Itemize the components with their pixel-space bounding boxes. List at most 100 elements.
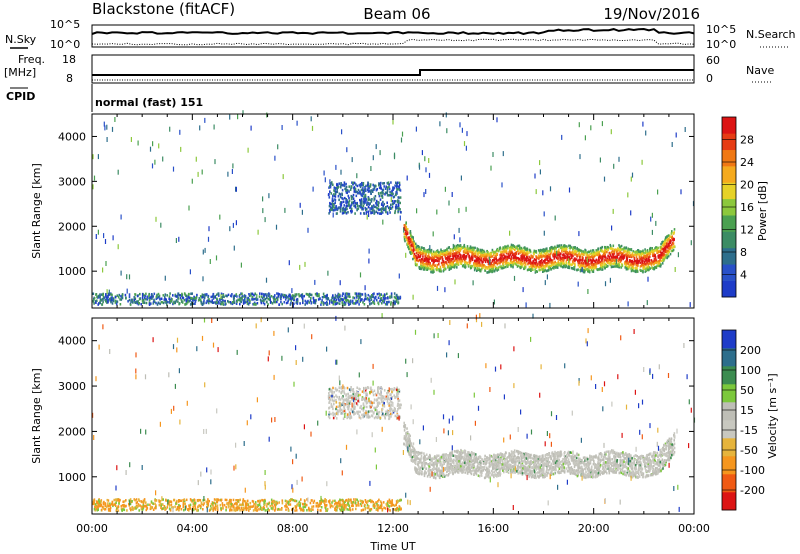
data-cell	[501, 250, 504, 254]
data-cell	[653, 253, 655, 256]
data-cell	[367, 188, 369, 191]
data-cell	[177, 300, 179, 303]
data-cell	[308, 295, 310, 298]
data-cell	[207, 295, 209, 299]
data-cell	[411, 238, 413, 241]
data-cell	[174, 294, 177, 298]
data-cell	[370, 211, 372, 215]
data-cell	[551, 259, 554, 262]
data-cell	[472, 253, 475, 256]
data-cell	[673, 238, 675, 241]
data-cell	[367, 293, 370, 297]
data-cell	[449, 260, 451, 263]
data-cell	[343, 211, 346, 214]
data-cell	[507, 252, 510, 256]
data-cell	[409, 246, 411, 249]
data-cell	[577, 259, 579, 263]
data-cell	[610, 247, 612, 250]
data-cell	[393, 295, 396, 299]
data-cell	[571, 263, 574, 266]
data-cell	[152, 141, 154, 147]
data-cell	[512, 253, 514, 257]
data-cell	[351, 181, 353, 184]
data-cell	[343, 297, 346, 300]
data-cell	[532, 260, 535, 263]
data-cell	[103, 121, 105, 127]
data-cell	[540, 261, 542, 264]
data-cell	[423, 251, 426, 254]
data-cell	[491, 263, 494, 267]
data-cell	[471, 254, 473, 257]
data-cell	[319, 297, 321, 301]
data-cell	[278, 293, 281, 296]
data-cell	[607, 246, 609, 249]
data-cell	[339, 280, 341, 286]
data-cell	[165, 298, 167, 301]
data-cell	[596, 475, 599, 478]
data-cell	[372, 295, 374, 298]
data-cell	[414, 244, 416, 248]
data-cell	[98, 302, 100, 305]
data-cell	[480, 473, 482, 476]
data-cell	[664, 243, 666, 246]
data-cell	[466, 131, 468, 137]
data-cell	[620, 251, 622, 255]
data-cell	[361, 184, 363, 187]
data-cell	[178, 302, 181, 305]
data-cell	[288, 298, 290, 301]
data-cell	[241, 292, 243, 295]
data-cell	[398, 273, 400, 279]
data-cell	[656, 250, 659, 253]
data-cell	[444, 251, 447, 254]
data-cell	[500, 267, 503, 270]
data-cell	[597, 474, 600, 477]
data-cell	[175, 300, 177, 303]
data-cell	[304, 261, 306, 267]
data-cell	[459, 254, 462, 257]
data-cell	[423, 474, 426, 478]
data-cell	[102, 293, 104, 297]
data-cell	[577, 252, 580, 256]
data-cell	[373, 297, 376, 300]
data-cell	[451, 265, 453, 269]
data-cell	[363, 200, 365, 203]
data-cell	[423, 267, 426, 270]
data-cell	[169, 301, 171, 305]
data-cell	[280, 300, 282, 304]
data-cell	[485, 254, 487, 257]
data-cell	[548, 266, 550, 269]
data-cell	[516, 245, 518, 248]
data-cell	[579, 256, 581, 259]
data-cell	[391, 191, 393, 194]
data-cell	[473, 262, 475, 265]
data-cell	[514, 457, 517, 461]
data-cell	[465, 256, 467, 260]
data-cell	[353, 302, 355, 305]
data-cell	[467, 252, 469, 256]
data-cell	[607, 254, 609, 258]
data-cell	[449, 248, 452, 251]
data-cell	[431, 266, 433, 269]
data-cell	[593, 250, 595, 254]
data-cell	[499, 253, 501, 257]
data-cell	[516, 459, 518, 463]
data-cell	[668, 244, 670, 247]
data-cell	[496, 262, 499, 266]
data-cell	[377, 302, 380, 306]
data-cell	[382, 207, 384, 210]
data-cell	[344, 207, 347, 210]
data-cell	[672, 248, 675, 252]
data-cell	[363, 197, 365, 200]
data-cell	[177, 292, 180, 295]
data-cell	[299, 202, 301, 208]
data-cell	[190, 296, 192, 300]
data-cell	[220, 302, 222, 306]
data-cell	[391, 205, 394, 209]
data-cell	[489, 270, 492, 273]
data-cell	[612, 208, 614, 214]
data-cell	[620, 248, 623, 251]
data-cell	[457, 262, 460, 265]
data-cell	[407, 246, 410, 249]
data-cell	[92, 300, 95, 303]
data-cell	[604, 281, 607, 287]
